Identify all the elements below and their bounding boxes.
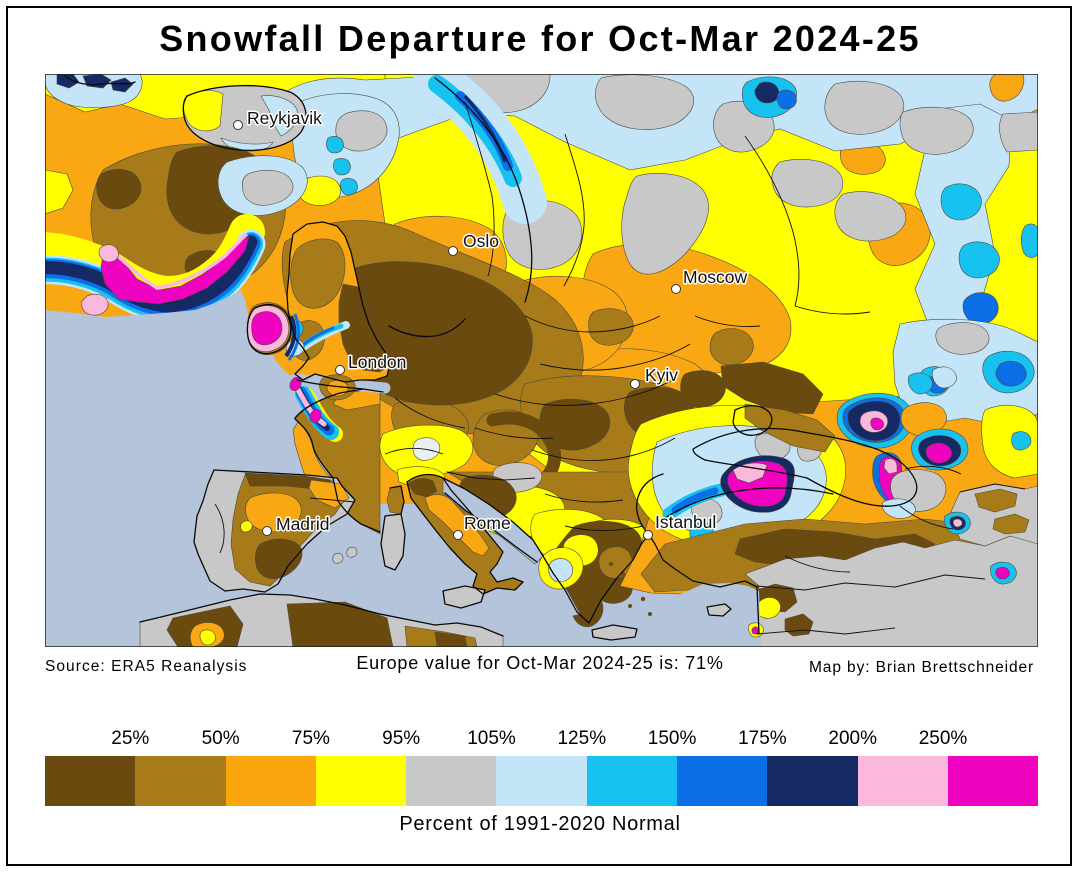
svg-text:Oslo: Oslo: [463, 231, 499, 251]
svg-text:Kyiv: Kyiv: [645, 365, 678, 385]
svg-text:Rome: Rome: [464, 513, 511, 533]
svg-text:Moscow: Moscow: [683, 267, 748, 287]
svg-text:Reykjavik: Reykjavik: [247, 108, 322, 128]
svg-text:Madrid: Madrid: [276, 514, 330, 534]
svg-text:London: London: [348, 352, 406, 372]
svg-text:Istanbul: Istanbul: [655, 512, 716, 532]
